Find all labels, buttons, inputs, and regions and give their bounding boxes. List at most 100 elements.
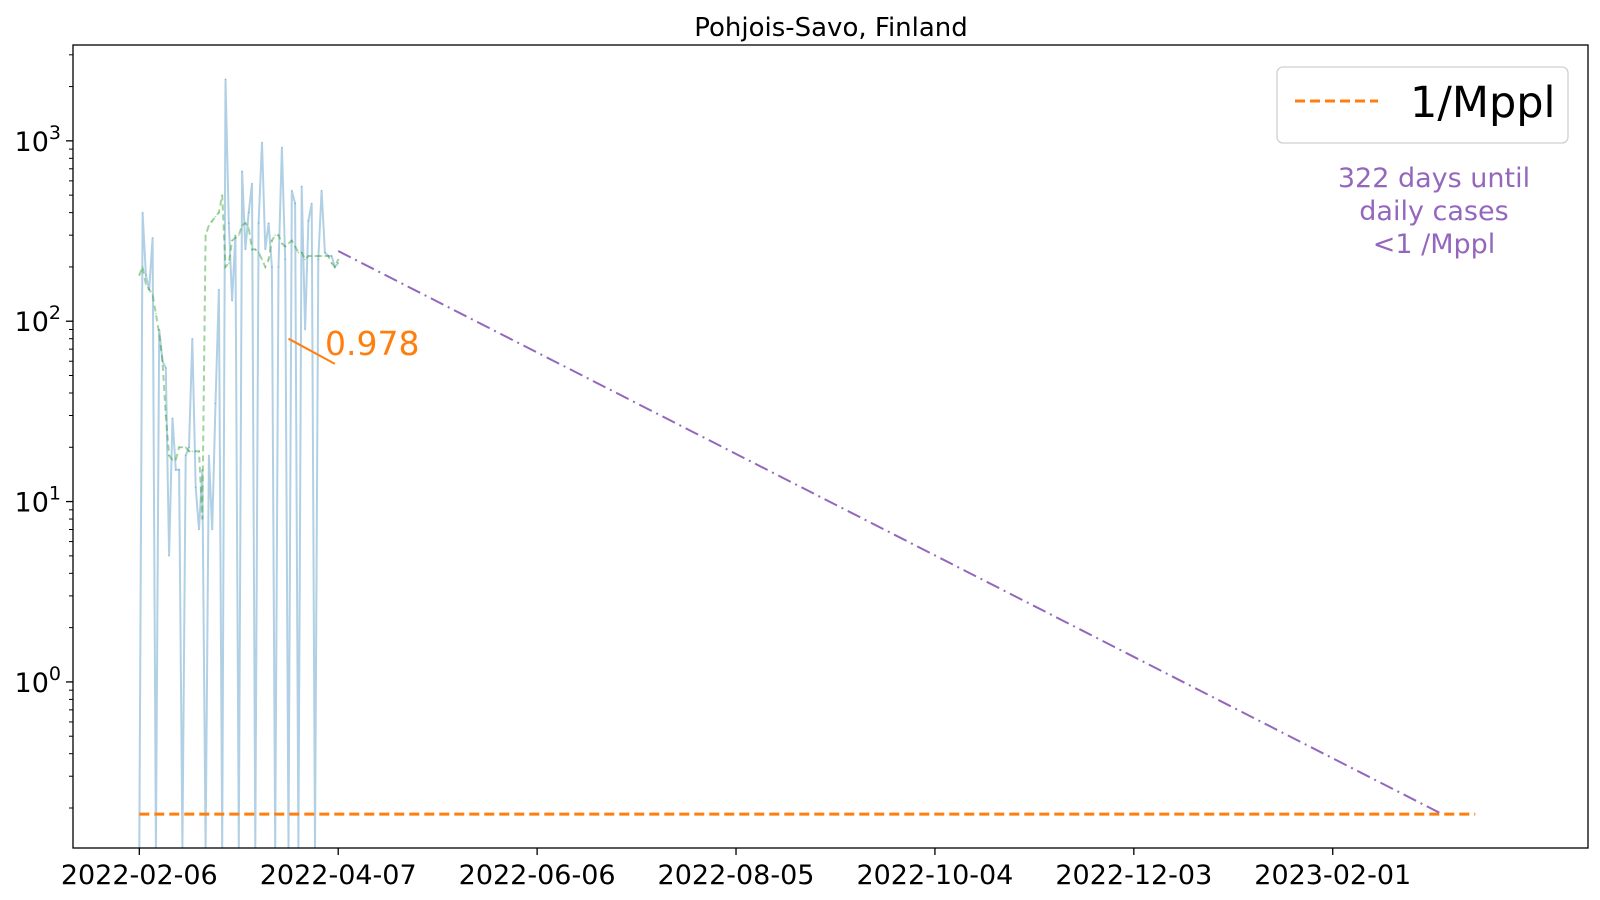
y-tick-label: 102 <box>15 302 61 338</box>
smoothed-point <box>151 294 154 296</box>
smoothed-point <box>274 234 277 236</box>
daily-point <box>327 255 330 257</box>
plot-frame <box>72 44 1589 849</box>
smoothed-point <box>201 518 204 520</box>
smoothed-point <box>204 234 207 236</box>
daily-point <box>261 141 263 144</box>
smoothed-point <box>198 450 200 453</box>
x-tick-label: 2022-04-07 <box>260 860 417 891</box>
daily-point <box>214 402 217 405</box>
annotation-line: daily cases <box>1359 196 1508 227</box>
smoothed-point <box>148 288 150 291</box>
daily-point <box>310 202 313 205</box>
smoothed-point <box>191 450 194 453</box>
daily-point <box>148 288 150 291</box>
daily-point <box>337 262 340 264</box>
smoothed-point <box>261 258 263 261</box>
smoothed-point <box>307 255 310 257</box>
daily-point <box>307 220 310 222</box>
smoothed-point <box>297 251 300 254</box>
smoothed-point <box>194 450 197 453</box>
smoothed-point <box>188 450 190 453</box>
y-tick-label: 101 <box>15 483 61 519</box>
y-tick-label: 100 <box>15 663 61 699</box>
daily-point <box>251 182 253 185</box>
legend-box <box>1276 66 1569 144</box>
daily-point <box>257 222 260 224</box>
smoothed-point <box>161 360 164 363</box>
smoothed-point <box>264 266 267 268</box>
daily-point <box>224 78 227 80</box>
smoothed-point <box>314 255 316 257</box>
x-axis: 2022-02-06 2022-04-07 2022-06-06 2022-08-05… <box>61 848 1411 891</box>
slope-marker-line <box>288 337 336 365</box>
x-tick-label: 2022-08-05 <box>658 860 815 891</box>
daily-point <box>211 528 213 531</box>
slope-label: 0.978 <box>325 324 419 363</box>
smoothed-point <box>251 248 253 251</box>
daily-point <box>300 185 303 188</box>
smoothed-point <box>327 255 330 257</box>
smoothed-point <box>287 242 290 245</box>
smoothed-point <box>304 258 306 261</box>
daily-point <box>194 486 197 489</box>
x-tick-label: 2022-06-06 <box>459 860 616 891</box>
smoothed-point <box>324 255 326 257</box>
daily-point <box>184 454 187 457</box>
plot-area: 0.978 <box>138 78 1476 849</box>
daily-point <box>228 222 230 224</box>
smoothed-point <box>267 258 270 261</box>
daily-point <box>247 211 250 214</box>
daily-point <box>175 469 177 471</box>
smoothed-point <box>294 245 296 248</box>
smoothed-point <box>175 459 177 461</box>
smoothed-point <box>221 194 223 196</box>
annotation-line: <1 /Mppl <box>1373 229 1496 260</box>
daily-point <box>234 234 237 236</box>
smoothed-point <box>244 222 247 224</box>
daily-point <box>208 454 210 457</box>
smoothed-point <box>257 251 260 254</box>
smoothed-point <box>291 239 293 242</box>
daily-point <box>294 202 296 205</box>
daily-point <box>218 288 220 291</box>
smoothed-point <box>218 211 220 214</box>
smoothed-point <box>158 333 160 335</box>
daily-point <box>165 367 167 369</box>
smoothed-point <box>277 234 280 236</box>
daily-point <box>284 258 287 261</box>
daily-point <box>320 189 323 192</box>
daily-point <box>161 360 164 363</box>
daily-point <box>191 337 194 340</box>
smoothed-point <box>171 459 174 461</box>
smoothed-point <box>181 446 184 449</box>
daily-point <box>334 266 336 268</box>
daily-point <box>264 248 267 251</box>
daily-point <box>277 266 280 268</box>
smoothed-point <box>254 248 257 251</box>
smoothed-point <box>155 312 157 315</box>
smoothed-point <box>284 245 287 248</box>
x-tick-label: 2022-12-03 <box>1055 860 1212 891</box>
daily-point <box>141 211 144 214</box>
y-tick-label: 103 <box>15 122 61 158</box>
daily-point <box>158 328 160 331</box>
smoothed-series-group <box>138 194 340 520</box>
smoothed-point <box>224 266 227 268</box>
daily-point <box>168 555 170 557</box>
chart-title: Pohjois-Savo, Finland <box>694 13 968 43</box>
daily-point <box>151 237 154 239</box>
daily-point <box>330 255 333 257</box>
daily-point <box>188 446 190 449</box>
x-tick-label: 2023-02-01 <box>1254 860 1411 891</box>
smoothed-point <box>317 255 320 257</box>
smoothed-point <box>228 262 230 264</box>
smoothed-point <box>231 239 233 242</box>
smoothed-point <box>238 234 240 236</box>
daily-point <box>178 469 180 471</box>
smoothed-point <box>214 215 217 218</box>
smoothed-point <box>271 239 273 242</box>
smoothed-point <box>247 226 250 229</box>
